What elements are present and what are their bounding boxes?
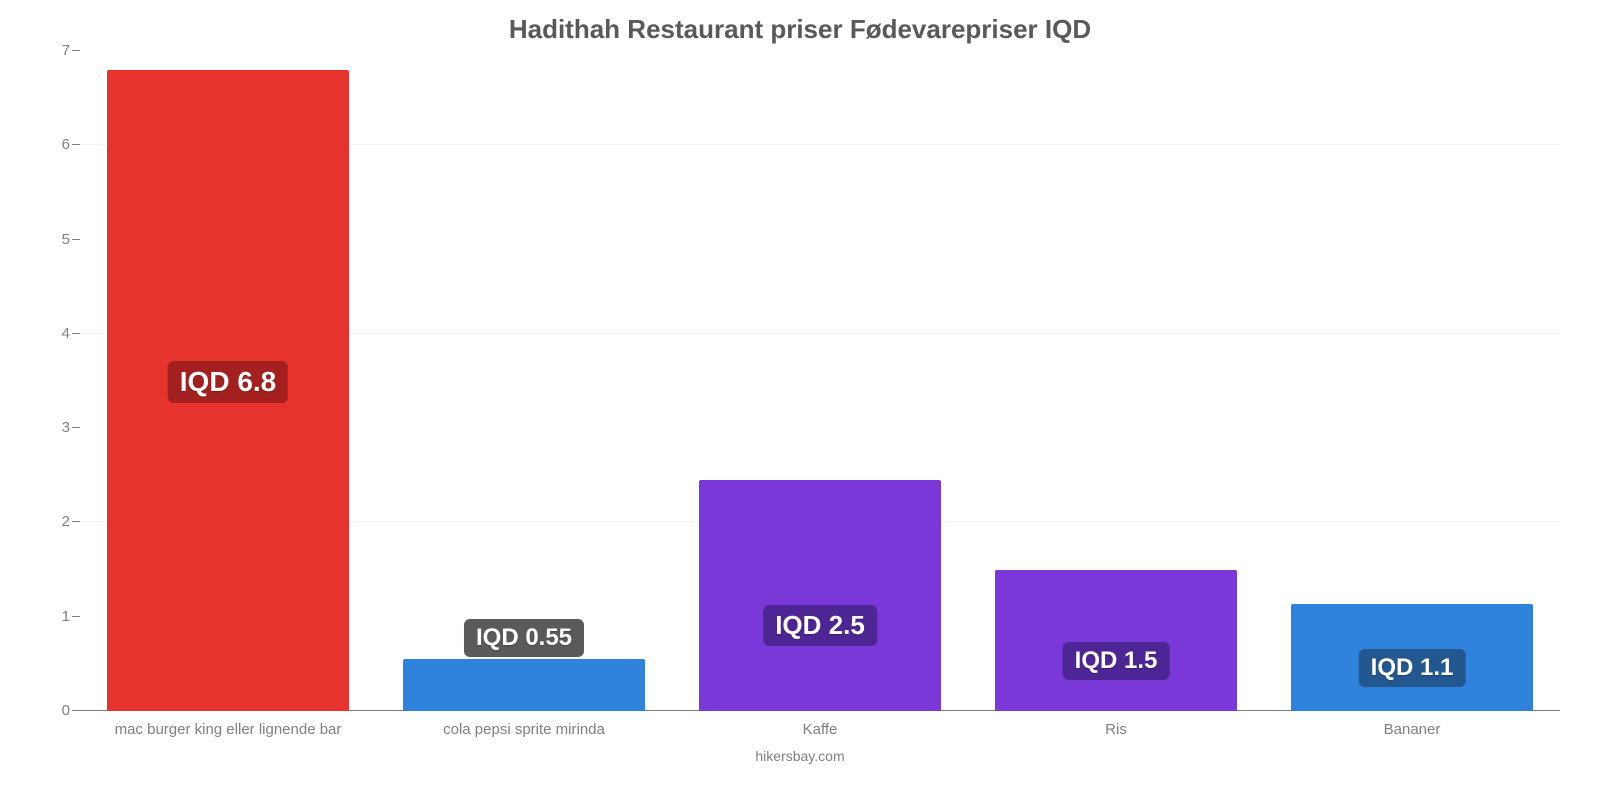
y-tick-label: 0 xyxy=(62,702,70,719)
bars-container: IQD 6.8 IQD 0.55 IQD 2.5 IQD 1.5 IQD 1.1 xyxy=(80,51,1560,711)
y-tick-mark xyxy=(72,427,80,428)
chart-title: Hadithah Restaurant priser Fødevareprise… xyxy=(30,0,1570,51)
bar: IQD 1.5 xyxy=(995,570,1238,711)
y-tick-label: 7 xyxy=(62,42,70,59)
x-axis-label: Ris xyxy=(968,711,1264,738)
y-tick-label: 1 xyxy=(62,608,70,625)
plot-area: 01234567 IQD 6.8IQD 0.55IQD 2.5IQD 1.5IQ… xyxy=(50,51,1560,711)
y-tick-mark xyxy=(72,616,80,617)
y-tick-mark xyxy=(72,333,80,334)
bar-slot: IQD 1.5 xyxy=(968,51,1264,711)
y-tick-mark xyxy=(72,50,80,51)
price-bar-chart: Hadithah Restaurant priser Fødevareprise… xyxy=(0,0,1600,800)
bar: IQD 1.1 xyxy=(1291,604,1534,711)
x-axis-label: cola pepsi sprite mirinda xyxy=(376,711,672,738)
y-tick-mark xyxy=(72,144,80,145)
bar-value-badge: IQD 2.5 xyxy=(763,605,877,646)
bar: IQD 6.8 xyxy=(107,70,350,711)
y-tick-mark xyxy=(72,710,80,711)
bar-slot: IQD 0.55 xyxy=(376,51,672,711)
bar-value-badge: IQD 1.1 xyxy=(1359,649,1466,687)
y-tick-label: 3 xyxy=(62,419,70,436)
chart-source: hikersbay.com xyxy=(30,738,1570,764)
x-axis-label: Kaffe xyxy=(672,711,968,738)
y-tick-mark xyxy=(72,521,80,522)
bar: IQD 2.5 xyxy=(699,480,942,711)
y-tick-label: 5 xyxy=(62,231,70,248)
y-tick-label: 4 xyxy=(62,325,70,342)
bar-slot: IQD 2.5 xyxy=(672,51,968,711)
x-axis-label: Bananer xyxy=(1264,711,1560,738)
bar-value-badge: IQD 1.5 xyxy=(1063,642,1170,680)
x-axis-label: mac burger king eller lignende bar xyxy=(80,711,376,738)
x-axis-labels: mac burger king eller lignende barcola p… xyxy=(80,711,1560,738)
y-tick-label: 2 xyxy=(62,513,70,530)
y-tick-mark xyxy=(72,239,80,240)
bar-value-badge: IQD 6.8 xyxy=(168,361,288,403)
y-tick-label: 6 xyxy=(62,136,70,153)
bar-slot: IQD 1.1 xyxy=(1264,51,1560,711)
y-axis: 01234567 xyxy=(50,51,80,711)
bar: IQD 0.55 xyxy=(403,659,646,711)
bar-value-badge: IQD 0.55 xyxy=(464,619,584,657)
bar-slot: IQD 6.8 xyxy=(80,51,376,711)
